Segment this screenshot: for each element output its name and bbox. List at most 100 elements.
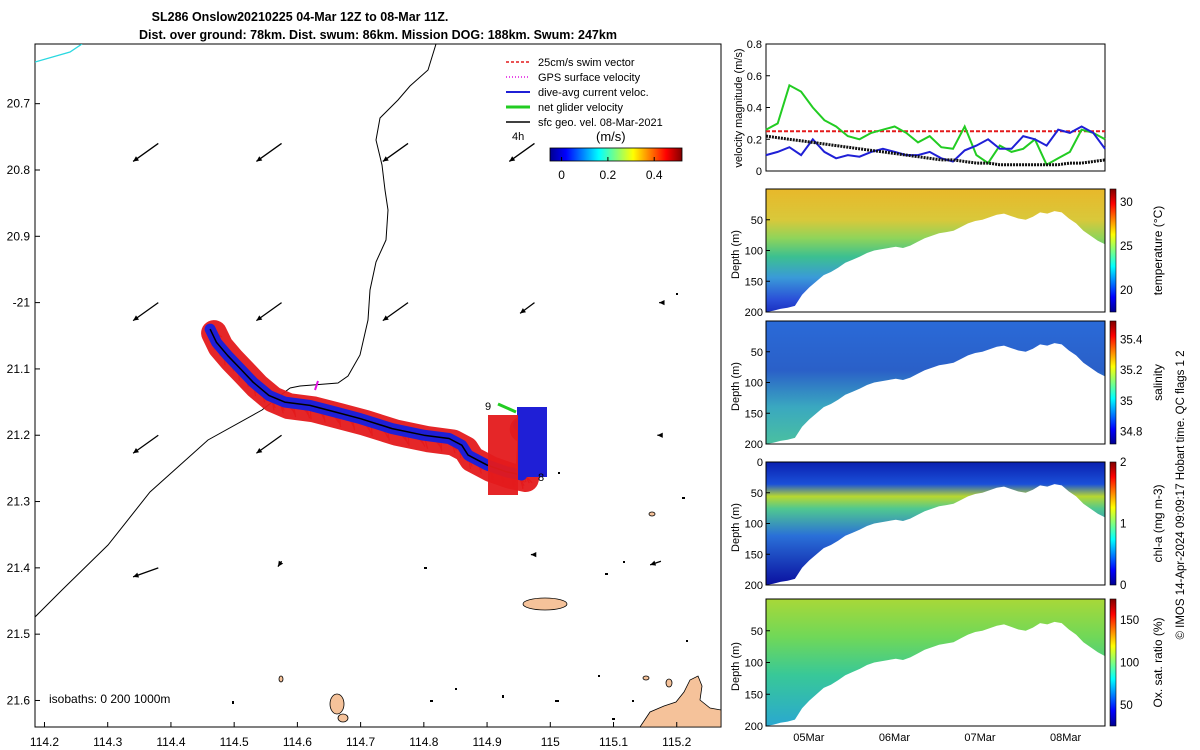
section-colorbar-tick-label: 20 [1120, 285, 1133, 297]
section-ylabel: Depth (m) [730, 230, 742, 279]
section-data-fill [766, 462, 1105, 585]
section-colorbar-tick-label: 1 [1120, 519, 1126, 531]
map-x-tick-label: 114.3 [93, 735, 122, 749]
small-reefs [232, 293, 688, 720]
colorbar-note: 4h [512, 131, 524, 143]
speed-colorbar [549, 147, 683, 162]
section-colorbar-tick-label: 100 [1120, 658, 1139, 670]
section-y-tick-label: 150 [745, 689, 763, 701]
geo-vector-head [650, 560, 657, 566]
section-colorbar-tick-label: 35.2 [1120, 365, 1142, 377]
map-y-tick-label: 20.7 [7, 97, 31, 111]
map-label-8: 8 [538, 472, 544, 484]
section-colorbar-tick-label: 150 [1120, 615, 1139, 627]
geo-vector-head [530, 551, 537, 558]
geo-vector-head [256, 156, 263, 162]
section-colorbar [1109, 598, 1117, 727]
section-colorbar [1109, 320, 1117, 445]
section-colorbar [1109, 188, 1117, 313]
land-islands [278, 511, 721, 727]
map-x-tick-label: 114.4 [156, 735, 185, 749]
section-panel: 34.8 35 35.2 35.4 salinity 50 100 150 200 Depth (… [730, 320, 1165, 451]
section-data-fill [766, 599, 1105, 726]
geo-vector-head [509, 156, 516, 162]
section-colorbar-tick-label: 50 [1120, 700, 1133, 712]
title-line-2: Dist. over ground: 78km. Dist. swum: 86k… [139, 28, 617, 42]
map-x-tick-label: 114.7 [346, 735, 375, 749]
legend-label-gps: GPS surface velocity [538, 72, 641, 84]
speed-colorbar-tick-label: 0.2 [600, 168, 617, 182]
net-glider-velocity-mark [497, 402, 517, 414]
geo-vector-head [133, 156, 140, 162]
time-axis-ticks: 05Mar 06Mar 07Mar 08Mar [793, 732, 1081, 744]
isobath-label: isobaths: 0 200 1000m [49, 692, 170, 706]
footer-credit: © IMOS 14-Apr-2024 09:09:17 Hobart time.… [1175, 350, 1187, 639]
speed-colorbar-tick-label: 0 [558, 168, 565, 182]
isobath-1000m [35, 387, 291, 618]
section-colorbar-label: salinity [1151, 364, 1165, 401]
map-y-tick-label: 21.2 [7, 428, 31, 442]
geo-vector-head [133, 315, 140, 321]
section-ylabel: Depth (m) [730, 503, 742, 552]
velocity-y-tick-label: 0.6 [747, 71, 762, 83]
section-y-tick-label: 50 [751, 215, 763, 227]
section-y-tick-label: 50 [751, 626, 763, 638]
section-y-tick-label: 150 [745, 549, 763, 561]
geo-vectors [132, 142, 665, 578]
map-x-tick-label: 114.5 [220, 735, 249, 749]
map-x-tick-label: 114.6 [283, 735, 312, 749]
velocity-y-tick-label: 0.2 [747, 134, 762, 146]
time-tick-label: 08Mar [1050, 732, 1082, 744]
section-colorbar-label: chl-a (mg m-3) [1151, 484, 1165, 562]
velocity-panel: 0 0.2 0.4 0.6 0.8 velocity magnitude (m/s) [733, 39, 1106, 178]
isobath-200m [289, 44, 437, 389]
map-x-tick-label: 114.8 [409, 735, 438, 749]
section-y-tick-label: 150 [745, 408, 763, 420]
geo-vector-head [382, 315, 389, 321]
speed-colorbar-ticks: 0 0.2 0.4 [558, 157, 663, 182]
velocity-frame [765, 43, 1106, 172]
velocity-ylabel: velocity magnitude (m/s) [733, 48, 745, 167]
map-x-ticks: 114.2 114.3 114.4 114.5 114.6 114.7 114.8 114.9… [30, 722, 692, 749]
section-ylabel: Depth (m) [730, 642, 742, 691]
map-x-tick-label: 115 [541, 735, 560, 749]
map-x-tick-label: 114.9 [472, 735, 501, 749]
map-label-9: 9 [485, 401, 491, 413]
geo-vector-head [659, 300, 665, 306]
section-y-tick-label: 100 [745, 519, 763, 531]
time-tick-label: 05Mar [793, 732, 825, 744]
section-colorbar-tick-label: 0 [1120, 580, 1126, 592]
section-y-tick-label: 50 [751, 488, 763, 500]
velocity-series-line [765, 83, 1106, 167]
map-y-tick-label: 20.8 [7, 163, 31, 177]
section-colorbar-label: Ox. sat. ratio (%) [1151, 617, 1165, 707]
section-y-tick-label: 200 [745, 439, 763, 451]
section-panel: 0 1 2 chl-a (mg m-3) 0 50 100 150 200 Depth (m) [730, 457, 1165, 592]
isobath-coast-cyan [35, 44, 83, 63]
gps-surface-velocity-mark [314, 380, 319, 391]
geo-vector-head [520, 308, 526, 314]
section-y-tick-label: 200 [745, 307, 763, 319]
title-line-1: SL286 Onslow20210225 04-Mar 12Z to 08-Ma… [152, 10, 449, 24]
section-panel: 50 100 150 Ox. sat. ratio (%) 50 100 150 200 Dep… [730, 598, 1165, 733]
colorbar-units: (m/s) [596, 129, 626, 144]
geo-vector-head [256, 315, 263, 321]
geo-vector-head [133, 447, 140, 454]
map-y-tick-label: 21.1 [7, 362, 31, 376]
section-colorbar [1109, 461, 1117, 586]
velocity-y-ticks: 0 0.2 0.4 0.6 0.8 [747, 39, 770, 178]
section-y-tick-label: 100 [745, 658, 763, 670]
swim-vector-block [488, 415, 518, 495]
section-y-tick-label: 100 [745, 378, 763, 390]
velocity-y-tick-label: 0 [756, 166, 762, 178]
velocity-series [765, 83, 1106, 167]
section-y-tick-label: 0 [757, 457, 763, 469]
section-colorbar-tick-label: 30 [1120, 197, 1133, 209]
map-x-tick-label: 114.2 [30, 735, 59, 749]
section-colorbar-tick-label: 25 [1120, 241, 1133, 253]
legend-label-net: net glider velocity [538, 102, 623, 114]
geo-vector-head [382, 156, 389, 162]
section-ylabel: Depth (m) [730, 362, 742, 411]
map-x-tick-label: 115.1 [599, 735, 628, 749]
